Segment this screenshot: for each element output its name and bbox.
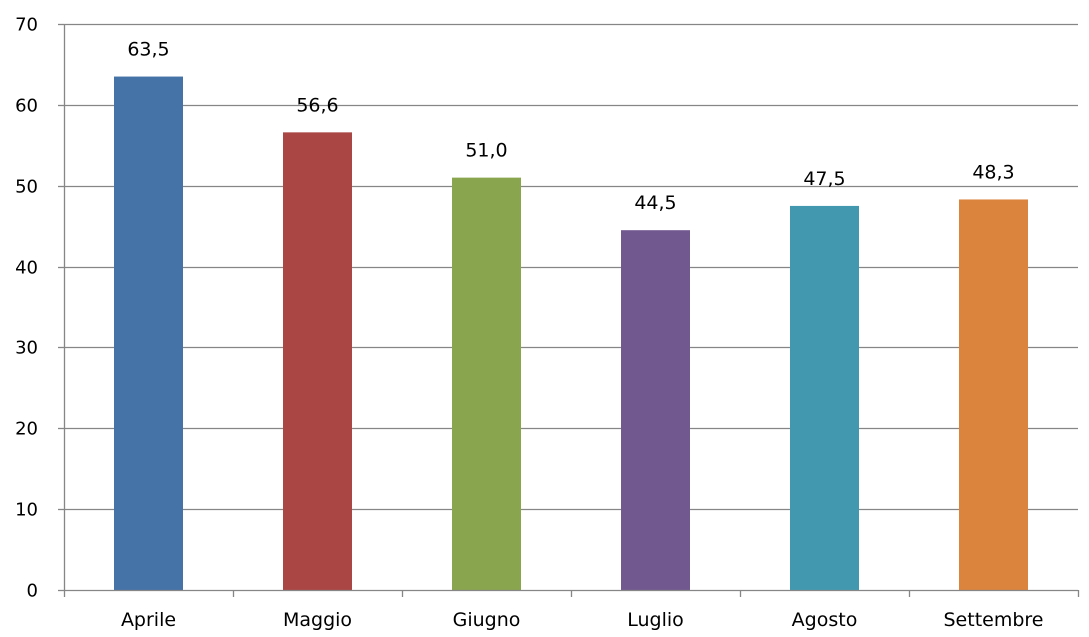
category-label: Luglio bbox=[627, 609, 684, 631]
y-tick-label: 20 bbox=[15, 419, 38, 440]
data-label: 63,5 bbox=[127, 39, 169, 61]
y-tick-label: 40 bbox=[15, 258, 38, 279]
data-label: 56,6 bbox=[296, 94, 338, 116]
y-tick-label: 70 bbox=[15, 15, 38, 36]
data-label: 51,0 bbox=[465, 140, 507, 162]
category-label: Settembre bbox=[944, 609, 1044, 631]
category-labels: Aprile Maggio Giugno Luglio Agosto Settembre bbox=[121, 609, 1044, 631]
x-axis bbox=[63, 24, 1080, 597]
y-tick-label: 50 bbox=[15, 177, 38, 198]
bar-luglio bbox=[621, 230, 690, 590]
category-label: Aprile bbox=[121, 609, 176, 631]
y-tick-label: 60 bbox=[15, 96, 38, 117]
data-label: 44,5 bbox=[634, 192, 676, 214]
data-labels: 63,5 56,6 51,0 44,5 47,5 48,3 bbox=[127, 39, 1014, 215]
bars bbox=[114, 76, 1028, 591]
data-label: 47,5 bbox=[803, 168, 845, 190]
category-label: Giugno bbox=[453, 609, 521, 631]
gridlines bbox=[64, 23, 1078, 511]
bar-aprile bbox=[114, 76, 183, 591]
y-tick-label: 10 bbox=[15, 500, 38, 521]
bar-giugno bbox=[452, 177, 521, 590]
y-tick-label: 30 bbox=[15, 338, 38, 359]
category-label: Agosto bbox=[792, 609, 858, 631]
y-axis-ticks: 0 10 20 30 40 50 60 70 bbox=[15, 15, 64, 602]
bar-maggio bbox=[283, 132, 352, 590]
bar-settembre bbox=[959, 199, 1028, 590]
bar-agosto bbox=[790, 205, 859, 590]
y-tick-label: 0 bbox=[27, 581, 38, 602]
category-label: Maggio bbox=[283, 609, 352, 631]
data-label: 48,3 bbox=[972, 161, 1014, 183]
